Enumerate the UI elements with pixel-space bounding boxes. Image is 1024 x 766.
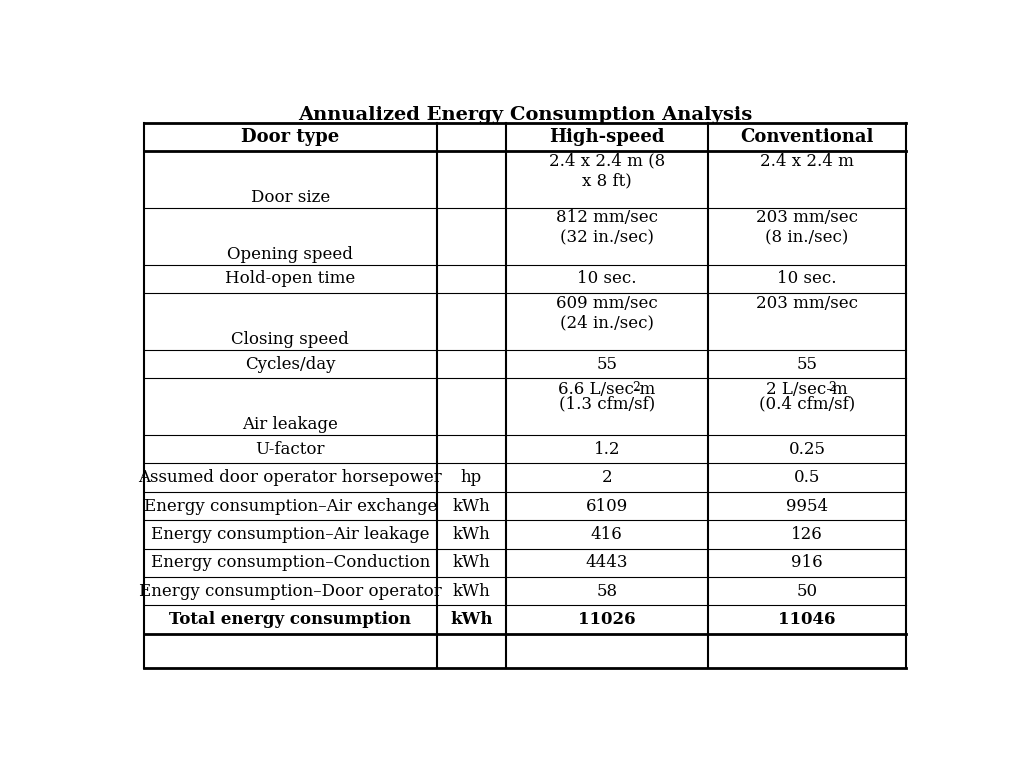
Text: Door type: Door type	[242, 128, 339, 146]
Text: Door size: Door size	[251, 189, 330, 206]
Text: Air leakage: Air leakage	[243, 417, 338, 434]
Text: Opening speed: Opening speed	[227, 246, 353, 263]
Text: kWh: kWh	[453, 526, 490, 543]
Text: 11046: 11046	[778, 611, 836, 628]
Text: 0.5: 0.5	[794, 469, 820, 486]
Text: kWh: kWh	[451, 611, 493, 628]
Text: kWh: kWh	[453, 555, 490, 571]
Text: 2 L/sec-m: 2 L/sec-m	[766, 381, 848, 398]
Text: 812 mm/sec
(32 in./sec): 812 mm/sec (32 in./sec)	[556, 209, 657, 246]
Text: 50: 50	[797, 583, 817, 600]
Text: 11026: 11026	[578, 611, 636, 628]
Text: 126: 126	[792, 526, 823, 543]
Text: Assumed door operator horsepower: Assumed door operator horsepower	[138, 469, 442, 486]
Text: 10 sec.: 10 sec.	[578, 270, 637, 287]
Text: 9954: 9954	[785, 498, 828, 515]
Text: 2: 2	[632, 381, 640, 394]
Text: 2.4 x 2.4 m: 2.4 x 2.4 m	[760, 152, 854, 169]
Text: (0.4 cfm/sf): (0.4 cfm/sf)	[759, 395, 855, 412]
Text: Energy consumption–Conduction: Energy consumption–Conduction	[151, 555, 430, 571]
Text: Hold-open time: Hold-open time	[225, 270, 355, 287]
Text: 4443: 4443	[586, 555, 628, 571]
Text: 916: 916	[792, 555, 822, 571]
Text: 6109: 6109	[586, 498, 628, 515]
Text: 6.6 L/sec-m: 6.6 L/sec-m	[558, 381, 655, 398]
Text: 55: 55	[797, 355, 817, 372]
Text: 416: 416	[591, 526, 623, 543]
Text: (1.3 cfm/sf): (1.3 cfm/sf)	[559, 395, 655, 412]
Text: Closing speed: Closing speed	[231, 331, 349, 349]
Text: 58: 58	[596, 583, 617, 600]
Text: 203 mm/sec: 203 mm/sec	[756, 295, 858, 312]
Text: Energy consumption–Door operator: Energy consumption–Door operator	[139, 583, 441, 600]
Text: 1.2: 1.2	[594, 440, 620, 458]
Text: 203 mm/sec
(8 in./sec): 203 mm/sec (8 in./sec)	[756, 209, 858, 246]
Text: 0.25: 0.25	[788, 440, 825, 458]
Text: Cycles/day: Cycles/day	[245, 355, 336, 372]
Text: Total energy consumption: Total energy consumption	[169, 611, 412, 628]
Text: 2: 2	[601, 469, 612, 486]
Text: Energy consumption–Air exchange: Energy consumption–Air exchange	[143, 498, 437, 515]
Text: kWh: kWh	[453, 583, 490, 600]
Text: U-factor: U-factor	[256, 440, 325, 458]
Text: 609 mm/sec
(24 in./sec): 609 mm/sec (24 in./sec)	[556, 295, 657, 331]
Text: kWh: kWh	[453, 498, 490, 515]
Text: Conventional: Conventional	[740, 128, 873, 146]
Text: 55: 55	[596, 355, 617, 372]
Text: High-speed: High-speed	[549, 128, 665, 146]
Text: hp: hp	[461, 469, 482, 486]
Text: 10 sec.: 10 sec.	[777, 270, 837, 287]
Text: Annualized Energy Consumption Analysis: Annualized Energy Consumption Analysis	[298, 106, 752, 124]
Text: Energy consumption–Air leakage: Energy consumption–Air leakage	[152, 526, 429, 543]
Text: 2: 2	[827, 381, 836, 394]
Text: 2.4 x 2.4 m (8
x 8 ft): 2.4 x 2.4 m (8 x 8 ft)	[549, 152, 665, 189]
